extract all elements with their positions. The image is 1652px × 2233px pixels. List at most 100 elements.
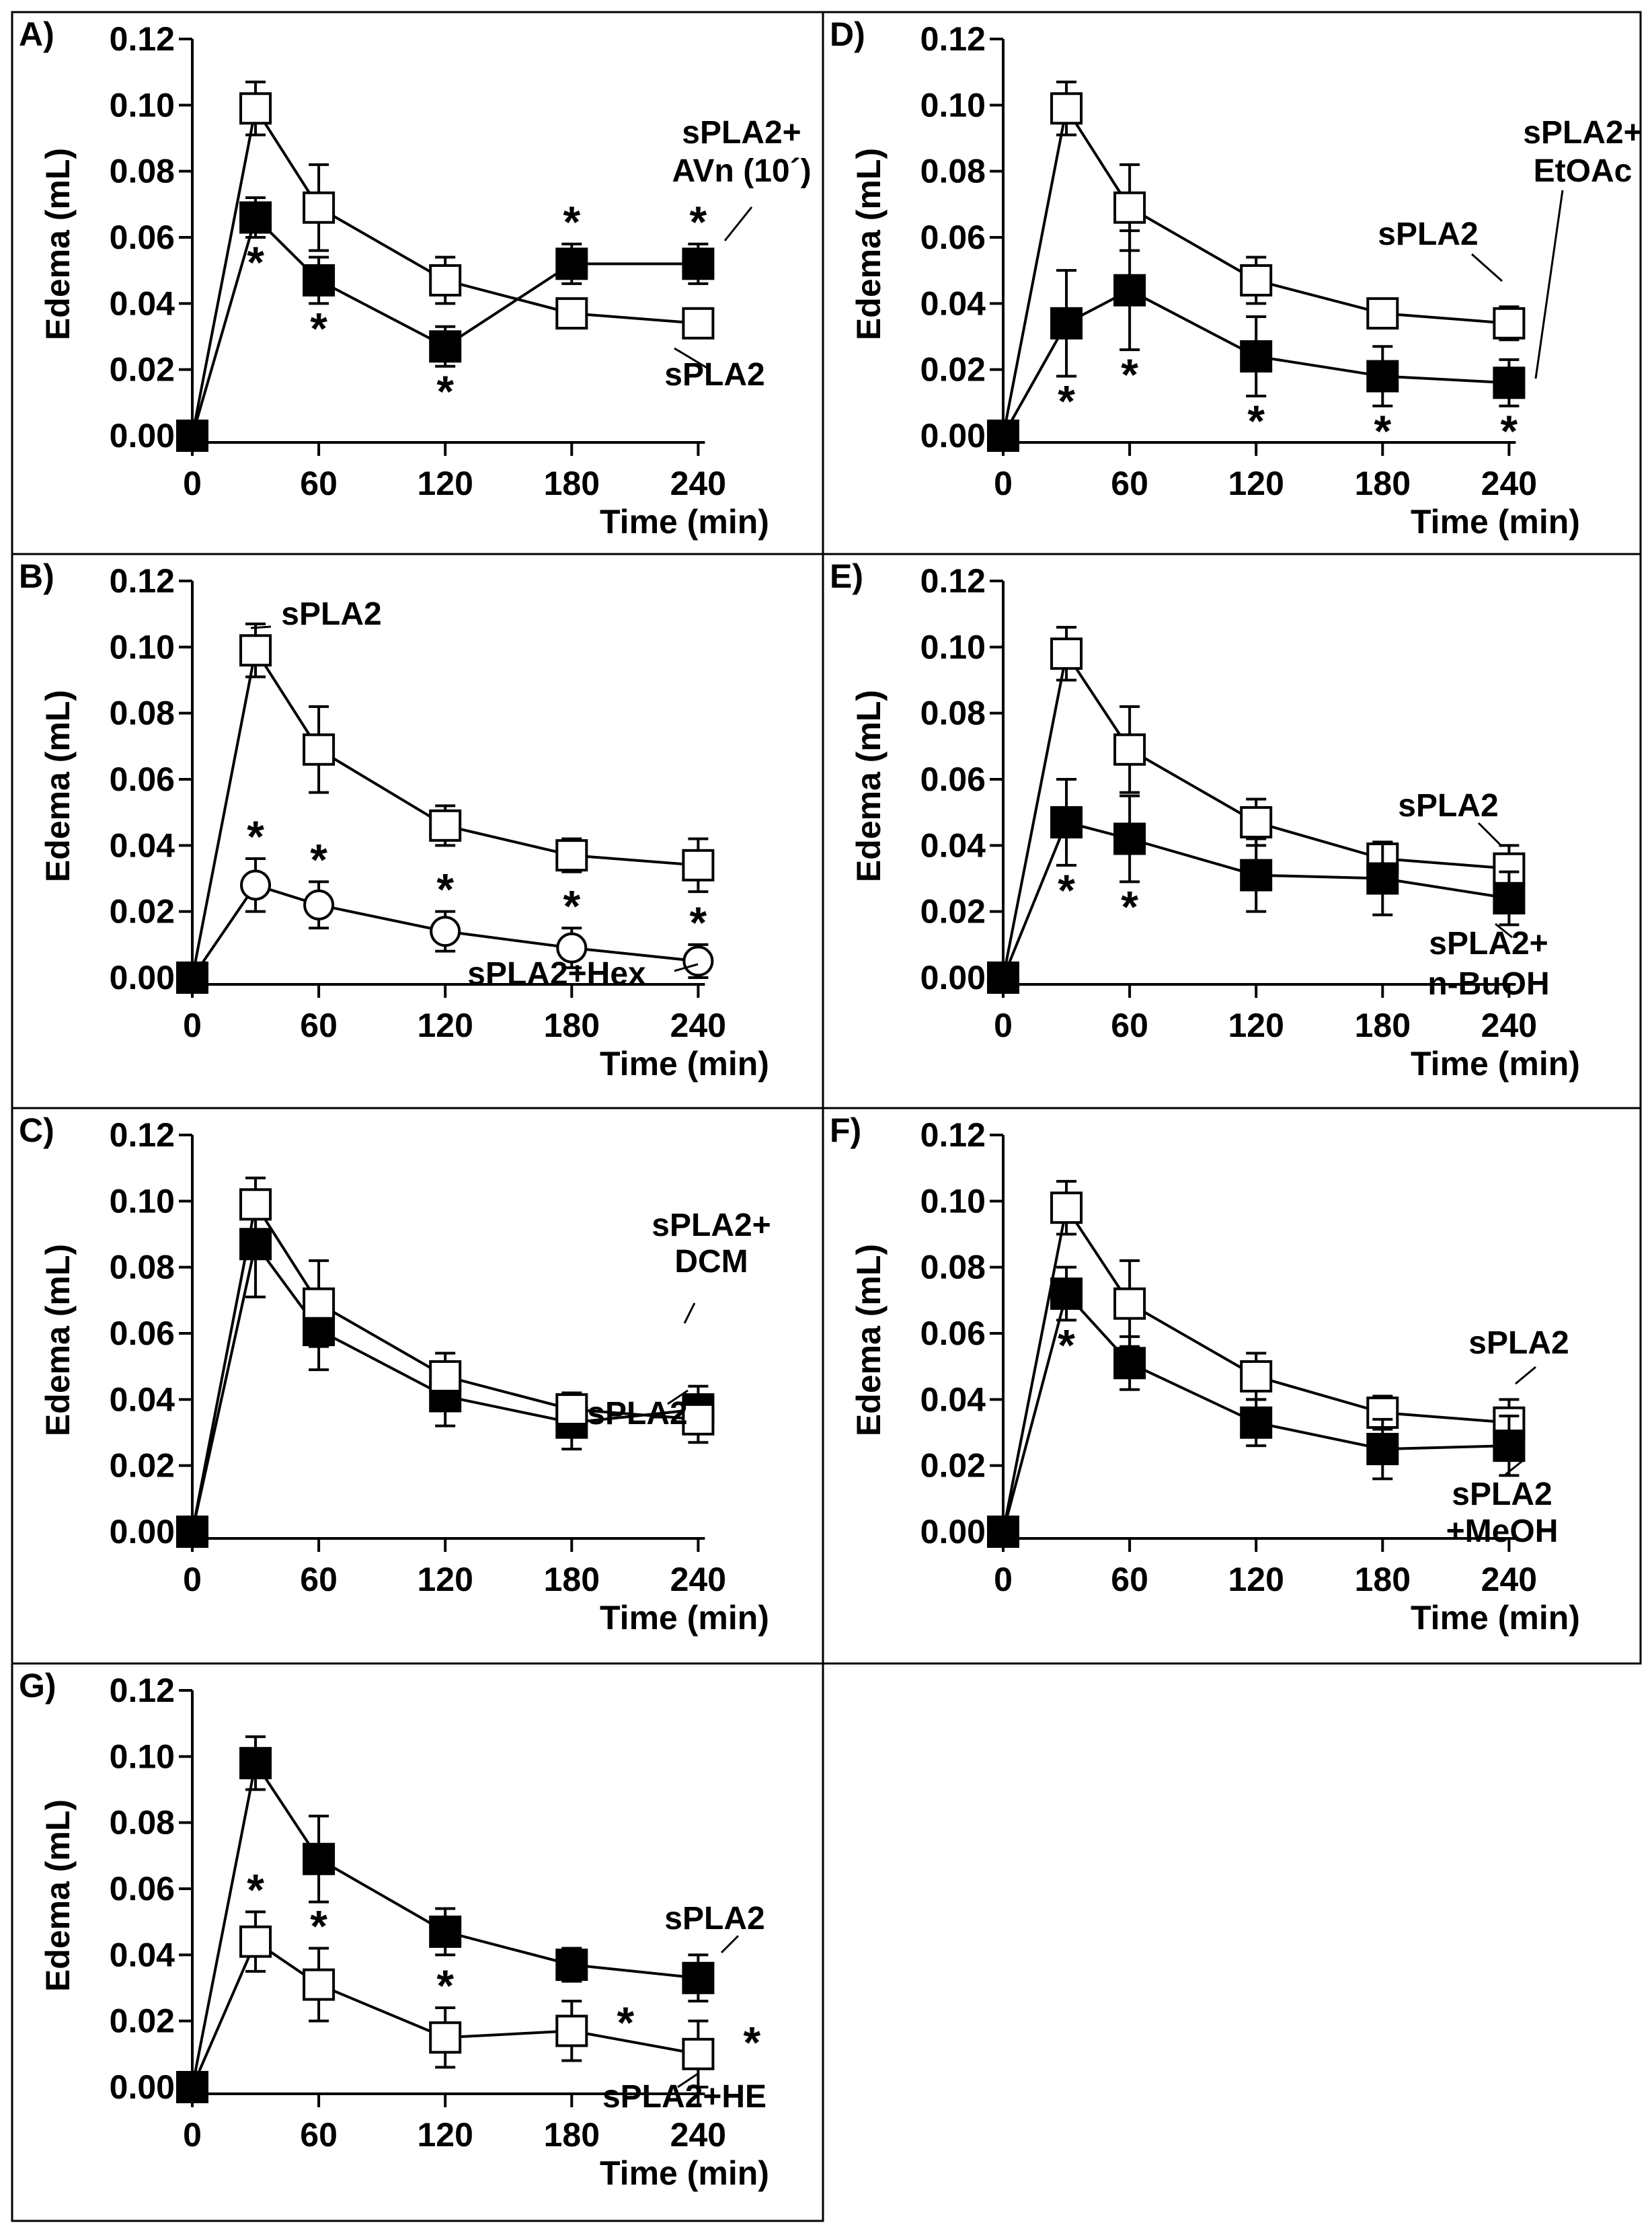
label-leader [674, 347, 709, 370]
significance-star: * [310, 834, 327, 884]
series-line-0 [1002, 1204, 1509, 1532]
data-point [1493, 1429, 1526, 1462]
significance-star: * [436, 366, 454, 416]
x-tick-label: 180 [1355, 1561, 1411, 1598]
significance-star: * [744, 2018, 761, 2068]
label-leader [1495, 923, 1513, 939]
x-tick-label: 0 [994, 1561, 1013, 1598]
significance-star: * [1121, 350, 1138, 399]
x-tick-label: 0 [183, 2116, 202, 2154]
y-tick-label: 0.04 [920, 826, 986, 864]
panel-label: D) [830, 15, 865, 53]
series-line-1 [191, 883, 699, 979]
data-point [1050, 637, 1083, 670]
significance-star: * [1121, 882, 1138, 931]
series-label: sPLA2+HE [602, 2079, 766, 2115]
x-tick-label: 0 [183, 465, 202, 502]
y-tick-label: 0.02 [920, 1447, 986, 1485]
x-axis-title: Time (min) [1411, 1599, 1580, 1637]
data-point [1493, 307, 1526, 340]
data-point [1113, 822, 1146, 855]
series-line-0 [191, 1759, 699, 2088]
data-point [239, 1747, 272, 1780]
x-tick-label: 240 [1481, 1007, 1537, 1044]
data-point [682, 247, 715, 280]
data-point [1366, 1433, 1399, 1466]
significance-star: * [310, 1902, 327, 1951]
y-tick-label: 0.02 [110, 1447, 175, 1485]
series-line-1 [1002, 288, 1509, 436]
chart-panel-e: E) 0.00 0.02 0.04 0.06 0.08 0.10 0.12 0 60 120 180 2… [822, 553, 1642, 1109]
data-point [303, 1287, 336, 1320]
x-tick-label: 120 [1228, 1561, 1284, 1598]
y-tick-label: 0.10 [920, 628, 986, 666]
label-leader [723, 206, 753, 241]
y-tick-label: 0.06 [110, 1870, 175, 1908]
series-line-1 [1002, 820, 1509, 978]
data-point [1050, 806, 1083, 838]
data-point [239, 201, 272, 234]
series-line-0 [191, 646, 699, 978]
y-tick-label: 0.08 [110, 695, 175, 732]
data-point [239, 1188, 272, 1221]
label-leader [1505, 1460, 1523, 1476]
data-point [987, 962, 1019, 994]
series-label: sPLA2 +MeOH [1446, 1477, 1559, 1549]
x-axis-title: Time (min) [600, 503, 769, 541]
y-tick-label: 0.10 [110, 628, 175, 666]
y-axis-title: Edema (mL) [39, 148, 77, 340]
data-point [1113, 1347, 1146, 1380]
data-point [555, 839, 588, 872]
x-tick-label: 120 [417, 465, 473, 502]
series-label: sPLA2 [1468, 1325, 1569, 1361]
x-tick-label: 240 [670, 465, 726, 502]
data-point [429, 1360, 462, 1393]
y-axis-title: Edema (mL) [39, 690, 77, 882]
chart-panel-a: A) 0.00 0.02 0.04 0.06 0.08 0.10 0.12 0 60 120 180 2… [11, 11, 824, 555]
y-tick-label: 0.02 [110, 351, 175, 389]
data-point [1113, 1287, 1146, 1320]
x-tick-label: 180 [1355, 465, 1411, 502]
x-tick-label: 120 [417, 2116, 473, 2154]
series-label: sPLA2 [1398, 788, 1498, 824]
panel-frame [822, 1107, 1642, 1665]
x-tick-label: 240 [1481, 465, 1537, 502]
y-tick-label: 0.00 [110, 2068, 175, 2106]
series-label: sPLA2 [1378, 217, 1478, 252]
y-tick-label: 0.04 [110, 284, 175, 322]
data-point [682, 1961, 715, 1994]
series-line-0 [191, 1241, 699, 1532]
x-tick-label: 60 [300, 465, 338, 502]
data-point [1113, 274, 1146, 307]
data-point [303, 264, 336, 297]
data-point [1493, 882, 1526, 914]
y-tick-label: 0.04 [110, 826, 175, 864]
y-tick-label: 0.08 [920, 695, 986, 732]
x-axis-title: Time (min) [1411, 1045, 1580, 1083]
data-point [987, 420, 1019, 452]
series-label: sPLA2 [281, 596, 381, 632]
series-line-1 [1002, 1290, 1509, 1532]
data-point [1050, 92, 1083, 125]
data-point [239, 92, 272, 125]
label-leader [720, 1934, 740, 1954]
y-tick-label: 0.00 [920, 417, 986, 455]
data-point [555, 1393, 588, 1426]
label-leader [683, 1302, 696, 1324]
y-tick-label: 0.10 [110, 1182, 175, 1220]
y-tick-label: 0.06 [110, 760, 175, 798]
significance-star: * [617, 1998, 634, 2047]
series-label: sPLA2 [664, 1901, 764, 1936]
data-point [682, 1403, 715, 1436]
series-label: sPLA2 [664, 357, 764, 393]
data-point [682, 307, 715, 340]
y-tick-label: 0.00 [920, 959, 986, 996]
y-tick-label: 0.06 [920, 219, 986, 256]
data-point [1050, 1278, 1083, 1310]
significance-star: * [1247, 396, 1265, 446]
significance-star: * [247, 812, 264, 861]
x-tick-label: 60 [1111, 465, 1148, 502]
data-point [429, 809, 462, 842]
label-leader [1515, 1366, 1536, 1385]
data-point [303, 889, 335, 920]
